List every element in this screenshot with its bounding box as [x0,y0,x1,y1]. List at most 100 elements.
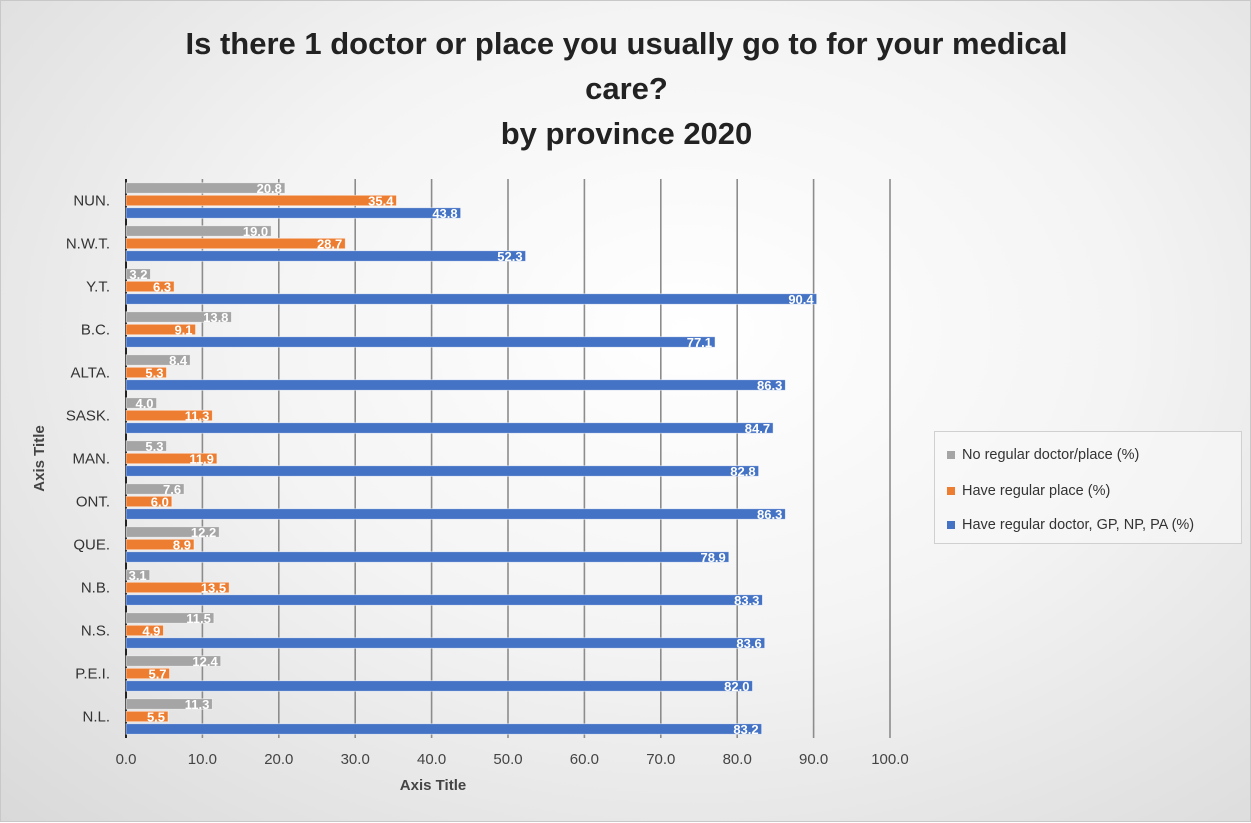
data-label: 4.0 [135,396,153,411]
data-label: 6.0 [151,494,169,509]
x-tick-label: 70.0 [646,751,675,768]
data-label: 6.3 [153,279,171,294]
y-category-label: N.L. [82,709,110,726]
bar [125,594,763,606]
data-label: 13.8 [203,310,228,325]
y-category-label: P.E.I. [75,666,110,683]
bar [125,667,170,680]
bar [125,723,763,735]
y-category-label: ALTA. [71,365,110,382]
data-label: 35.4 [368,193,394,208]
y-category-label: SASK. [66,408,110,425]
bar [125,397,157,409]
bar [125,409,213,422]
data-label: 8.9 [173,537,191,552]
bar [125,194,397,207]
data-label: 86.3 [757,507,782,522]
y-category-label: MAN. [73,451,111,468]
x-tick-label: 60.0 [570,751,599,768]
bar [125,440,167,452]
data-label: 52.3 [497,249,522,264]
bar [125,311,232,323]
data-label: 11.5 [186,611,211,626]
data-label: 20.8 [257,181,282,196]
data-label: 5.5 [147,709,165,724]
data-label: 90.4 [788,292,814,307]
legend-swatch-icon [947,451,955,459]
x-tick-label: 90.0 [799,751,828,768]
x-axis-title: Axis Title [400,777,466,794]
chart-title-line-1: Is there 1 doctor or place you usually g… [185,26,1068,61]
data-label: 82.8 [730,464,755,479]
legend-label: No regular doctor/place (%) [962,447,1140,463]
data-label: 5.3 [145,365,163,380]
legend-swatch-icon [947,521,955,529]
data-label: 5.3 [145,439,163,454]
bar [125,495,173,508]
bar [125,207,462,219]
y-category-label: N.B. [81,580,110,597]
data-label: 8.4 [169,353,188,368]
y-category-label: NUN. [73,193,110,210]
bar [125,710,169,723]
bar [125,680,753,692]
bar [125,569,151,581]
bar [125,465,759,477]
legend-label: Have regular place (%) [962,483,1111,499]
bar [125,637,766,649]
bar [125,336,716,348]
bar [125,293,818,305]
data-label: 12.4 [192,654,218,669]
x-tick-label: 50.0 [493,751,522,768]
bar [125,698,213,710]
bar [125,581,230,594]
chart-title-line-2: care? [585,71,668,106]
data-label: 19.0 [243,224,268,239]
y-category-label: ONT. [76,494,110,511]
bar [125,655,222,667]
bar [125,422,774,434]
data-label: 83.6 [736,636,761,651]
data-label: 82.0 [724,679,749,694]
bar [125,538,195,551]
bar [125,483,185,495]
y-category-label: Y.T. [86,279,110,296]
x-tick-label: 10.0 [188,751,217,768]
bar [125,379,786,391]
bar [125,280,175,293]
x-tick-label: 40.0 [417,751,446,768]
bar [125,182,286,194]
data-label: 84.7 [745,421,770,436]
bar [125,624,164,637]
bar [125,250,526,262]
data-label: 11.3 [185,697,210,712]
bar [125,354,191,366]
data-label: 13.5 [201,580,226,595]
legend-item-no-regular: No regular doctor/place (%) [947,445,1139,465]
data-label: 11.3 [185,408,210,423]
data-label: 3.1 [129,568,147,583]
legend-item-regular-place: Have regular place (%) [947,481,1110,501]
x-tick-label: 100.0 [871,751,909,768]
y-category-label: N.W.T. [66,236,110,253]
bar [125,366,167,379]
data-label: 28.7 [317,236,342,251]
data-label: 77.1 [687,335,712,350]
bar [125,551,730,563]
x-tick-label: 80.0 [723,751,752,768]
y-axis-title: Axis Title [31,425,48,491]
y-category-label: N.S. [81,623,110,640]
y-category-label: B.C. [81,322,110,339]
bar [125,237,346,250]
x-tick-label: 20.0 [264,751,293,768]
bar [125,225,272,237]
data-label: 9.1 [174,322,192,337]
x-tick-label: 0.0 [116,751,137,768]
data-label: 5.7 [148,666,166,681]
legend-label: Have regular doctor, GP, NP, PA (%) [962,517,1195,533]
bar [125,268,151,280]
data-label: 4.9 [142,623,160,638]
chart-title-line-3: by province 2020 [500,116,753,151]
